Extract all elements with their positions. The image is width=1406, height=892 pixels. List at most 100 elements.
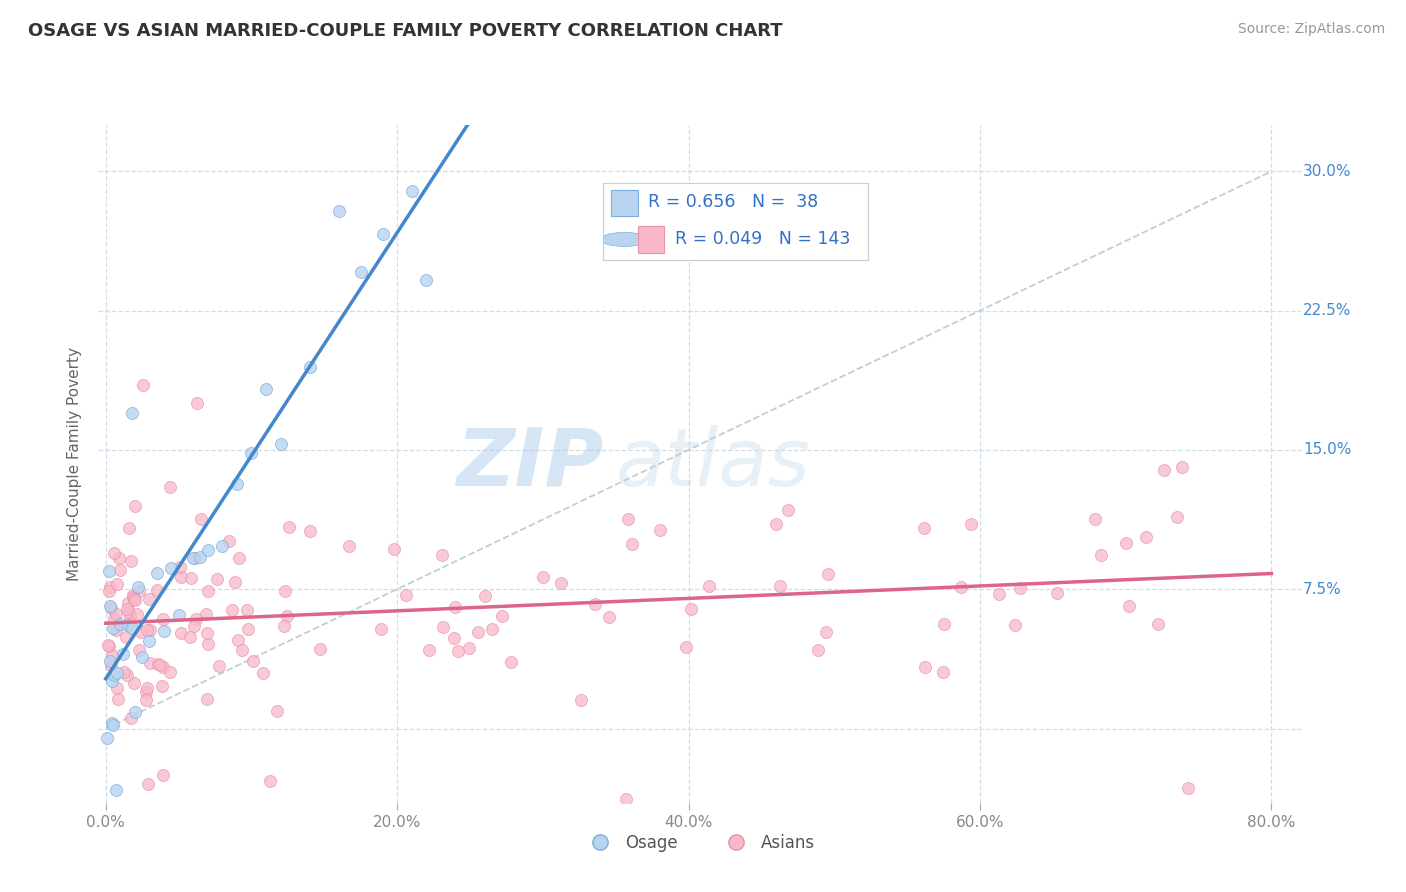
- Point: [114, 630, 136, 644]
- Point: [149, 657, 172, 672]
- Point: [432, 620, 454, 634]
- Point: [491, 609, 513, 624]
- Point: [169, 560, 191, 574]
- Point: [100, 715, 122, 730]
- Point: [100, 674, 122, 689]
- Point: [252, 665, 274, 680]
- Point: [138, 634, 160, 648]
- Point: [224, 575, 246, 590]
- Point: [190, 549, 212, 564]
- Point: [194, 607, 217, 621]
- Point: [101, 648, 124, 662]
- Point: [190, 512, 212, 526]
- Point: [648, 523, 671, 537]
- Bar: [638, 227, 664, 252]
- Point: [382, 541, 405, 556]
- Point: [135, 685, 157, 699]
- Point: [129, 624, 152, 639]
- Point: [153, 624, 176, 638]
- Point: [550, 575, 572, 590]
- Text: R = 0.049   N = 143: R = 0.049 N = 143: [675, 230, 851, 248]
- Point: [765, 517, 787, 532]
- Point: [132, 378, 155, 392]
- Point: [138, 656, 160, 670]
- Point: [105, 577, 128, 591]
- Point: [98, 583, 121, 598]
- Point: [100, 658, 122, 673]
- Point: [276, 609, 298, 624]
- Point: [418, 642, 440, 657]
- Point: [621, 536, 644, 550]
- Text: R = 0.656   N =  38: R = 0.656 N = 38: [648, 194, 818, 211]
- Point: [136, 624, 159, 638]
- Point: [617, 512, 640, 526]
- Point: [138, 777, 160, 791]
- Point: [121, 406, 143, 420]
- Point: [152, 679, 174, 693]
- Point: [912, 521, 935, 535]
- Legend: Osage, Asians: Osage, Asians: [576, 828, 823, 859]
- Point: [298, 360, 321, 375]
- Point: [197, 637, 219, 651]
- Point: [107, 692, 129, 706]
- Point: [950, 580, 973, 594]
- Point: [266, 704, 288, 718]
- Point: [225, 476, 247, 491]
- Point: [118, 608, 141, 623]
- Point: [273, 619, 295, 633]
- Point: [447, 644, 470, 658]
- Point: [697, 579, 720, 593]
- Point: [371, 227, 394, 241]
- Point: [127, 607, 149, 621]
- Point: [98, 599, 121, 614]
- Point: [531, 570, 554, 584]
- Point: [350, 265, 373, 279]
- Point: [103, 546, 125, 560]
- Point: [112, 665, 135, 679]
- Point: [128, 584, 150, 599]
- Point: [115, 602, 138, 616]
- Point: [138, 623, 160, 637]
- Point: [121, 621, 143, 635]
- Point: [211, 539, 233, 553]
- Point: [131, 649, 153, 664]
- Point: [240, 446, 263, 460]
- Point: [159, 480, 181, 494]
- Point: [98, 654, 121, 668]
- Point: [117, 668, 139, 682]
- Point: [778, 503, 800, 517]
- Point: [105, 665, 128, 680]
- Point: [160, 561, 183, 575]
- Point: [401, 185, 423, 199]
- Text: ZIP: ZIP: [456, 425, 603, 503]
- Point: [467, 625, 489, 640]
- Point: [1177, 780, 1199, 795]
- Point: [152, 768, 174, 782]
- Point: [679, 601, 702, 615]
- Text: atlas: atlas: [616, 425, 810, 503]
- Point: [124, 593, 146, 607]
- Point: [1090, 548, 1112, 562]
- Point: [443, 599, 465, 614]
- Point: [1166, 510, 1188, 524]
- Point: [221, 603, 243, 617]
- Point: [97, 564, 120, 578]
- Point: [583, 597, 606, 611]
- Point: [932, 665, 955, 679]
- Point: [108, 563, 131, 577]
- Point: [1153, 463, 1175, 477]
- Point: [474, 589, 496, 603]
- Point: [169, 626, 191, 640]
- Point: [195, 692, 218, 706]
- Point: [128, 642, 150, 657]
- Point: [430, 549, 453, 563]
- Point: [228, 551, 250, 566]
- Point: [101, 621, 124, 635]
- Point: [205, 573, 228, 587]
- Point: [370, 623, 392, 637]
- Point: [152, 660, 174, 674]
- Point: [236, 622, 259, 636]
- Point: [97, 638, 120, 652]
- Point: [110, 617, 132, 632]
- Text: Source: ZipAtlas.com: Source: ZipAtlas.com: [1237, 22, 1385, 37]
